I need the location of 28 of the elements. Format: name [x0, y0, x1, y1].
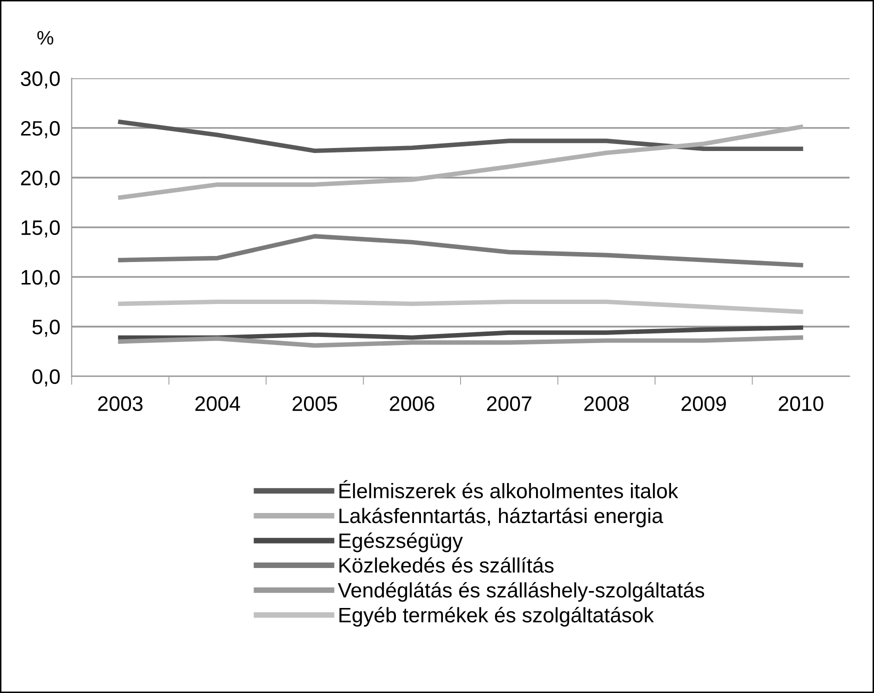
x-tick-label: 2006 [390, 396, 434, 412]
legend-label: Egészségügy [339, 532, 463, 552]
x-tick-label: 2004 [195, 396, 240, 412]
y-tick-label: 5,0 [32, 320, 60, 337]
legend-label: Élelmiszerek és alkoholmentes italok [339, 480, 678, 498]
legend-label: Közlekedés és szállítás [339, 557, 554, 573]
y-tick-label: 15,0 [22, 220, 60, 238]
line-series [118, 325, 804, 340]
line-series [118, 124, 804, 200]
x-tick-label: 2003 [98, 396, 143, 412]
y-tick-label: 0,0 [32, 369, 60, 387]
line-series [118, 234, 804, 268]
x-tick-label: 2007 [487, 396, 532, 412]
line-series [118, 300, 804, 314]
x-tick-label: 2010 [778, 396, 824, 412]
line-series [118, 120, 804, 154]
x-tick-label: 2005 [292, 396, 338, 412]
y-tick-label: 30,0 [20, 71, 60, 89]
legend-label: Lakásfenntartás, háztartási energia [339, 508, 664, 528]
y-tick-label: 25,0 [21, 120, 60, 138]
y-tick-label: 10,0 [22, 270, 60, 288]
y-tick-label: 20,0 [21, 170, 60, 188]
x-tick-label: 2008 [584, 396, 629, 412]
y-axis-title: % [37, 30, 54, 45]
legend-label: Vendéglátás és szálláshely-szolgáltatás [338, 582, 704, 602]
legend-label: Egyéb termékek és szolgáltatások [339, 606, 654, 627]
line-series [118, 335, 804, 348]
x-tick-label: 2009 [682, 396, 726, 412]
